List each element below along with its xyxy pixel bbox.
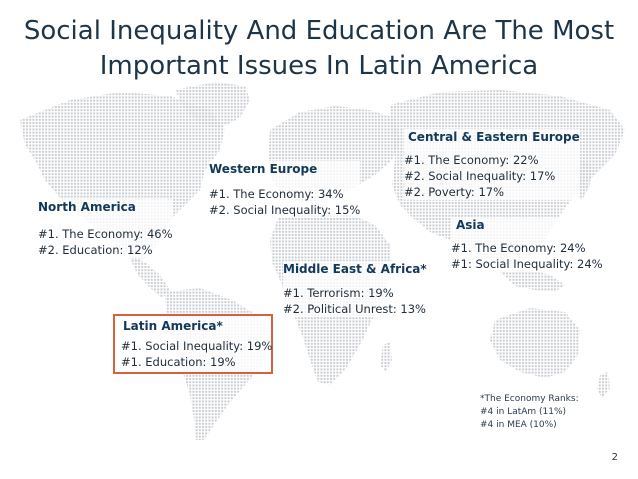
new-zealand-landmass bbox=[597, 372, 610, 398]
region-latin-america: Latin America* #1. Social Inequality: 19… bbox=[121, 318, 272, 370]
region-rank-2: #2. Education: 12% bbox=[38, 243, 153, 257]
region-rank-2: #2. Social Inequality: 17% bbox=[404, 169, 556, 183]
title-line-2: Important Issues In Latin America bbox=[99, 51, 539, 81]
region-rank-1: #1. The Economy: 24% bbox=[451, 241, 586, 255]
greenland-landmass bbox=[175, 82, 250, 128]
southeast-asia-islands bbox=[500, 268, 565, 292]
region-name: Western Europe bbox=[209, 162, 318, 176]
region-asia: Asia #1. The Economy: 24% #1: Social Ine… bbox=[451, 217, 603, 272]
region-name: Central & Eastern Europe bbox=[408, 130, 580, 144]
footnote-line-2: #4 in LatAm (11%) bbox=[480, 407, 567, 417]
region-middle-east-africa: Middle East & Africa* #1. Terrorism: 19%… bbox=[283, 261, 427, 317]
region-rank-2: #1. Education: 19% bbox=[121, 355, 236, 369]
region-name: Latin America* bbox=[123, 319, 223, 333]
region-central-eastern-europe: Central & Eastern Europe #1. The Economy… bbox=[404, 129, 580, 200]
footnote-line-1: *The Economy Ranks: bbox=[480, 394, 579, 404]
region-name: Middle East & Africa* bbox=[283, 262, 427, 276]
central-america-landmass bbox=[128, 255, 170, 298]
region-rank-1: #1. The Economy: 34% bbox=[209, 187, 344, 201]
madagascar-landmass bbox=[380, 342, 392, 372]
region-western-europe: Western Europe #1. The Economy: 34% #2. … bbox=[209, 161, 361, 218]
latin-america-highlight-box bbox=[113, 314, 273, 374]
title-line-1: Social Inequality And Education Are The … bbox=[23, 16, 615, 46]
region-rank-1: #1. The Economy: 22% bbox=[404, 153, 539, 167]
australia-landmass bbox=[490, 308, 580, 378]
footnote: *The Economy Ranks: #4 in LatAm (11%) #4… bbox=[480, 393, 579, 432]
slide-title: Social Inequality And Education Are The … bbox=[0, 14, 638, 84]
region-rank-2: #1: Social Inequality: 24% bbox=[451, 257, 603, 271]
region-rank-2: #2. Political Unrest: 13% bbox=[283, 302, 426, 316]
footnote-line-3: #4 in MEA (10%) bbox=[480, 420, 557, 430]
north-america-landmass bbox=[20, 92, 225, 262]
page-number: 2 bbox=[611, 452, 618, 463]
region-rank-3: #2. Poverty: 17% bbox=[404, 185, 505, 199]
region-name: Asia bbox=[456, 218, 485, 232]
region-name: North America bbox=[38, 200, 136, 214]
region-rank-1: #1. Social Inequality: 19% bbox=[121, 339, 273, 353]
region-rank-1: #1. The Economy: 46% bbox=[38, 227, 173, 241]
region-north-america: North America #1. The Economy: 46% #2. E… bbox=[38, 199, 173, 258]
region-rank-2: #2. Social Inequality: 15% bbox=[209, 203, 361, 217]
region-rank-1: #1. Terrorism: 19% bbox=[283, 286, 394, 300]
